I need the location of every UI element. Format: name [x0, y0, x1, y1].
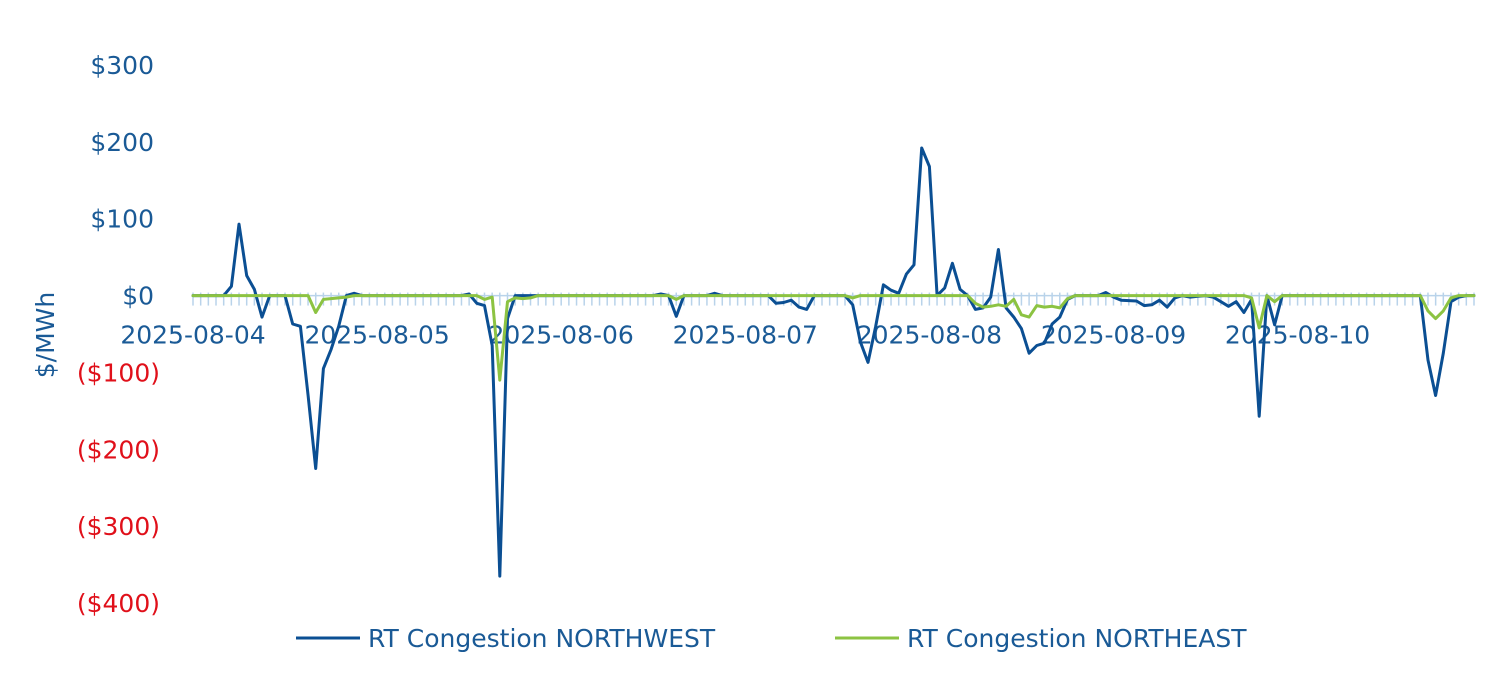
x-tick-label: 2025-08-08: [857, 321, 1002, 350]
legend-label: RT Congestion NORTHWEST: [368, 624, 716, 653]
series-lines: [191, 146, 1476, 578]
legend-label: RT Congestion NORTHEAST: [907, 624, 1247, 653]
y-axis-label: $/MWh: [31, 292, 60, 378]
y-tick-label: $300: [90, 51, 154, 80]
x-tick-label: 2025-08-04: [120, 321, 265, 350]
x-tick-label: 2025-08-10: [1225, 321, 1370, 350]
y-tick-label: $200: [90, 128, 154, 157]
series-line-0: [191, 146, 1476, 578]
x-tick-label: 2025-08-06: [489, 321, 634, 350]
x-tick-label: 2025-08-07: [673, 321, 818, 350]
x-tick-label: 2025-08-05: [304, 321, 449, 350]
series-line-1: [191, 294, 1476, 382]
y-tick-label: $100: [90, 205, 154, 234]
y-tick-label: ($100): [77, 358, 160, 387]
x-axis-tick-labels: 2025-08-04 2025-08-05 2025-08-06 2025-08-07…: [120, 321, 1370, 350]
y-axis-tick-labels: $300 $200 $100 $0 ($100) ($200) ($300) ($400): [77, 51, 160, 618]
y-tick-label: ($300): [77, 512, 160, 541]
legend: RT Congestion NORTHWEST RT Congestion NOR…: [296, 624, 1247, 653]
y-tick-label: ($200): [77, 435, 160, 464]
y-tick-label: $0: [122, 282, 154, 311]
y-tick-label: ($400): [77, 589, 160, 618]
x-tick-label: 2025-08-09: [1041, 321, 1186, 350]
